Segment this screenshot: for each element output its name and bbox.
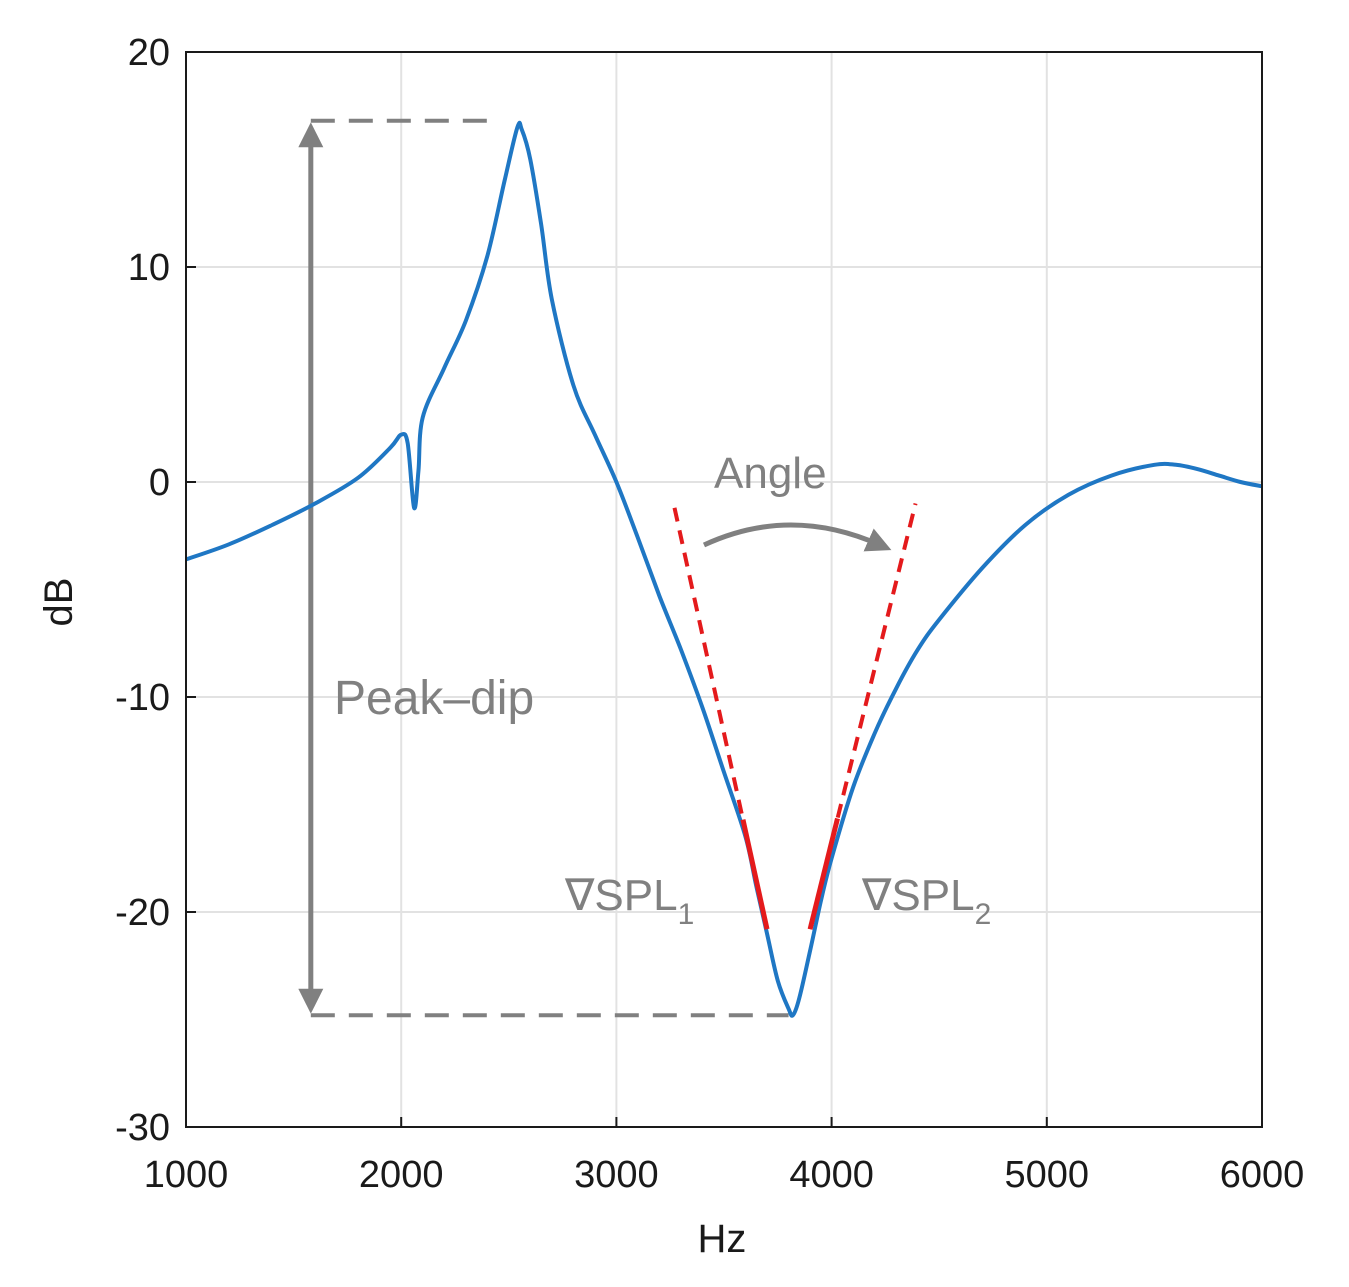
grad-spl-2-text: ∇SPL (861, 871, 975, 920)
y-tick-label: 20 (128, 32, 170, 74)
x-tick-label: 6000 (1220, 1154, 1305, 1196)
x-tick-label: 4000 (789, 1154, 874, 1196)
angle-arrow (702, 522, 892, 552)
slope-line-2-solid (807, 817, 840, 930)
x-tick-label: 2000 (359, 1154, 444, 1196)
slope-line-1-dashed (672, 507, 769, 930)
y-tick-label: 0 (149, 462, 170, 504)
slope-line-1-solid (740, 819, 770, 930)
x-tick-label: 5000 (1005, 1154, 1090, 1196)
x-tick-label: 1000 (144, 1154, 229, 1196)
series-line (185, 120, 1263, 1018)
angle-label: Angle (714, 449, 827, 498)
x-axis-label: Hz (698, 1217, 747, 1261)
plot-frame (185, 51, 1263, 1128)
grad-spl-1-text: ∇SPL (564, 871, 678, 920)
peak-dip-label: Peak–dip (334, 672, 534, 725)
grad-spl-2-label: ∇SPL2 (861, 871, 991, 931)
grad-spl-1-label: ∇SPL1 (564, 871, 694, 931)
grid (185, 51, 1263, 1128)
y-tick-label: 10 (128, 247, 170, 289)
y-tick-label: -20 (115, 892, 170, 934)
y-tick-labels: -30 -20 -10 0 10 20 (115, 32, 196, 1149)
series-layer (185, 120, 1263, 1018)
y-tick-label: -30 (115, 1107, 170, 1149)
x-tick-label: 3000 (574, 1154, 659, 1196)
grad-spl-2-subscript: 2 (975, 898, 992, 931)
slope-lines (672, 503, 918, 930)
peak-dip-guides (298, 118, 789, 1018)
grad-spl-1-subscript: 1 (678, 898, 695, 931)
x-tick-labels: 1000 2000 3000 4000 5000 6000 (144, 1117, 1305, 1196)
y-tick-label: -10 (115, 677, 170, 719)
y-axis-label: dB (37, 578, 81, 627)
